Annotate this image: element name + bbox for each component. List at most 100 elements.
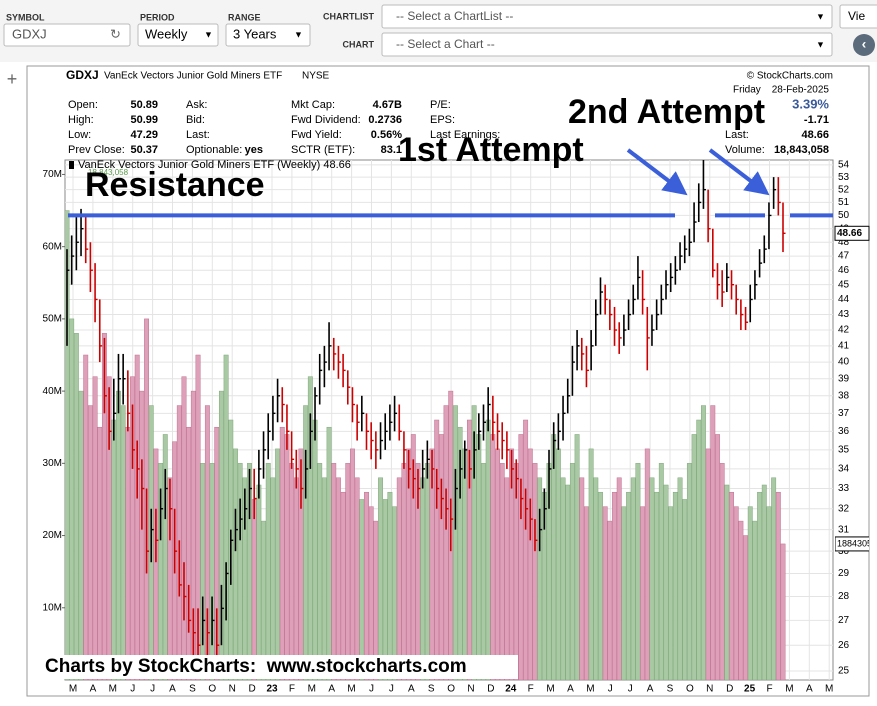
volume-bar <box>705 448 711 680</box>
view-button[interactable] <box>839 4 877 29</box>
quote-label: Last: <box>725 129 749 141</box>
volume-bar <box>532 463 538 680</box>
volume-bar <box>396 477 402 680</box>
footer: Charts by StockCharts: www.stockcharts.c… <box>45 656 467 677</box>
volume-bar <box>69 318 75 680</box>
volume-bar <box>130 376 135 680</box>
volume-legend: 18,843,058 <box>88 168 129 177</box>
volume-bar <box>523 419 529 680</box>
volume-bar <box>471 405 477 680</box>
add-button[interactable]: + <box>7 69 18 89</box>
volume-bar <box>275 448 281 680</box>
x-tick-label: A <box>567 684 574 695</box>
refresh-icon[interactable]: ↻ <box>110 26 121 41</box>
volume-bar <box>710 405 716 680</box>
y-tick-label: 31 <box>838 524 850 535</box>
volume-bar <box>284 434 290 680</box>
quote-value: 0.2736 <box>368 114 402 126</box>
x-tick-label: J <box>628 684 633 695</box>
volume-bar <box>574 434 580 680</box>
volume-bar <box>73 333 79 680</box>
symbol-input[interactable] <box>3 23 131 47</box>
volume-bar <box>247 463 252 680</box>
volume-bar <box>691 434 697 680</box>
volume-bar <box>588 448 594 680</box>
y-tick-label: 54 <box>838 159 850 170</box>
legend: VanEck Vectors Junior Gold Miners ETF (W… <box>78 159 351 171</box>
volume-bar <box>401 463 407 680</box>
volume-tick-label: 10M <box>43 602 62 613</box>
volume-bar <box>233 448 238 680</box>
x-tick-label: M <box>109 684 117 695</box>
quote-label: Fwd Yield: <box>291 129 342 141</box>
chart-select[interactable] <box>381 32 833 57</box>
volume-bar <box>307 376 313 680</box>
volume-bar <box>415 463 421 680</box>
y-tick-label: 39 <box>838 373 850 384</box>
volume-bar <box>584 506 589 680</box>
volume-bar <box>214 426 220 680</box>
volume-bar <box>438 434 444 680</box>
volume-bar <box>279 426 285 680</box>
x-tick-label: D <box>726 684 733 695</box>
volume-tick-label: 30M <box>43 458 62 469</box>
volume-bar <box>738 520 744 680</box>
chartlist-select[interactable] <box>381 4 833 29</box>
volume-bar <box>602 506 608 680</box>
price-tag <box>834 225 870 241</box>
volume-bar <box>700 405 706 680</box>
range-label: RANGE <box>228 12 261 22</box>
back-button[interactable] <box>853 34 875 56</box>
volume-bar <box>757 491 763 680</box>
volume-bar <box>139 390 145 680</box>
quote-label: Low: <box>68 129 91 141</box>
volume-bar <box>607 520 613 680</box>
volume-bar <box>696 419 702 680</box>
volume-bar <box>181 376 187 680</box>
quote-label: Fwd Dividend: <box>291 114 361 126</box>
volume-bar <box>761 484 767 680</box>
copyright: © StockCharts.com <box>747 71 833 82</box>
volume-bar <box>364 491 369 680</box>
volume-bar <box>120 405 126 680</box>
volume-bar <box>729 491 734 680</box>
y-tick-label: 44 <box>838 294 850 305</box>
volume-bar <box>392 506 398 680</box>
volume-bar <box>555 448 561 680</box>
volume-bar <box>672 491 678 680</box>
quote-value: 83.1 <box>381 144 402 156</box>
quote-value: 48.66 <box>801 129 829 141</box>
x-tick-label: A <box>90 684 97 695</box>
period-select[interactable] <box>137 23 219 47</box>
volume-bar <box>462 448 468 680</box>
volume-bar <box>766 506 772 680</box>
volume-bar <box>78 390 84 680</box>
x-tick-label: M <box>69 684 77 695</box>
annotation: Resistance <box>85 166 265 204</box>
volume-bar <box>340 491 346 680</box>
volume-bar <box>733 506 739 680</box>
volume-bar <box>373 520 379 680</box>
chart-value: -- Select a Chart -- <box>396 37 495 51</box>
y-tick-label: 32 <box>838 503 850 514</box>
volume-bar <box>434 419 440 680</box>
y-tick-label: 42 <box>838 325 850 336</box>
x-tick-label: J <box>369 684 374 695</box>
arrow <box>626 148 688 196</box>
caret: ▼ <box>204 29 213 39</box>
day: Friday <box>733 85 761 96</box>
volume-bar <box>190 390 196 680</box>
volume-bar <box>724 484 730 680</box>
x-tick-label: S <box>428 684 435 695</box>
quote-value: 47.29 <box>130 129 158 141</box>
quote-label: Open: <box>68 99 98 111</box>
volume-bar <box>616 477 622 680</box>
volume-bar <box>101 333 107 680</box>
volume-bar <box>481 463 486 680</box>
quote-label: Optionable: <box>186 144 242 156</box>
volume-bar <box>382 499 388 680</box>
x-tick-label: J <box>130 684 135 695</box>
range-select[interactable] <box>225 23 311 47</box>
volume-bar <box>256 484 262 680</box>
quote-label: SCTR (ETF): <box>291 144 355 156</box>
